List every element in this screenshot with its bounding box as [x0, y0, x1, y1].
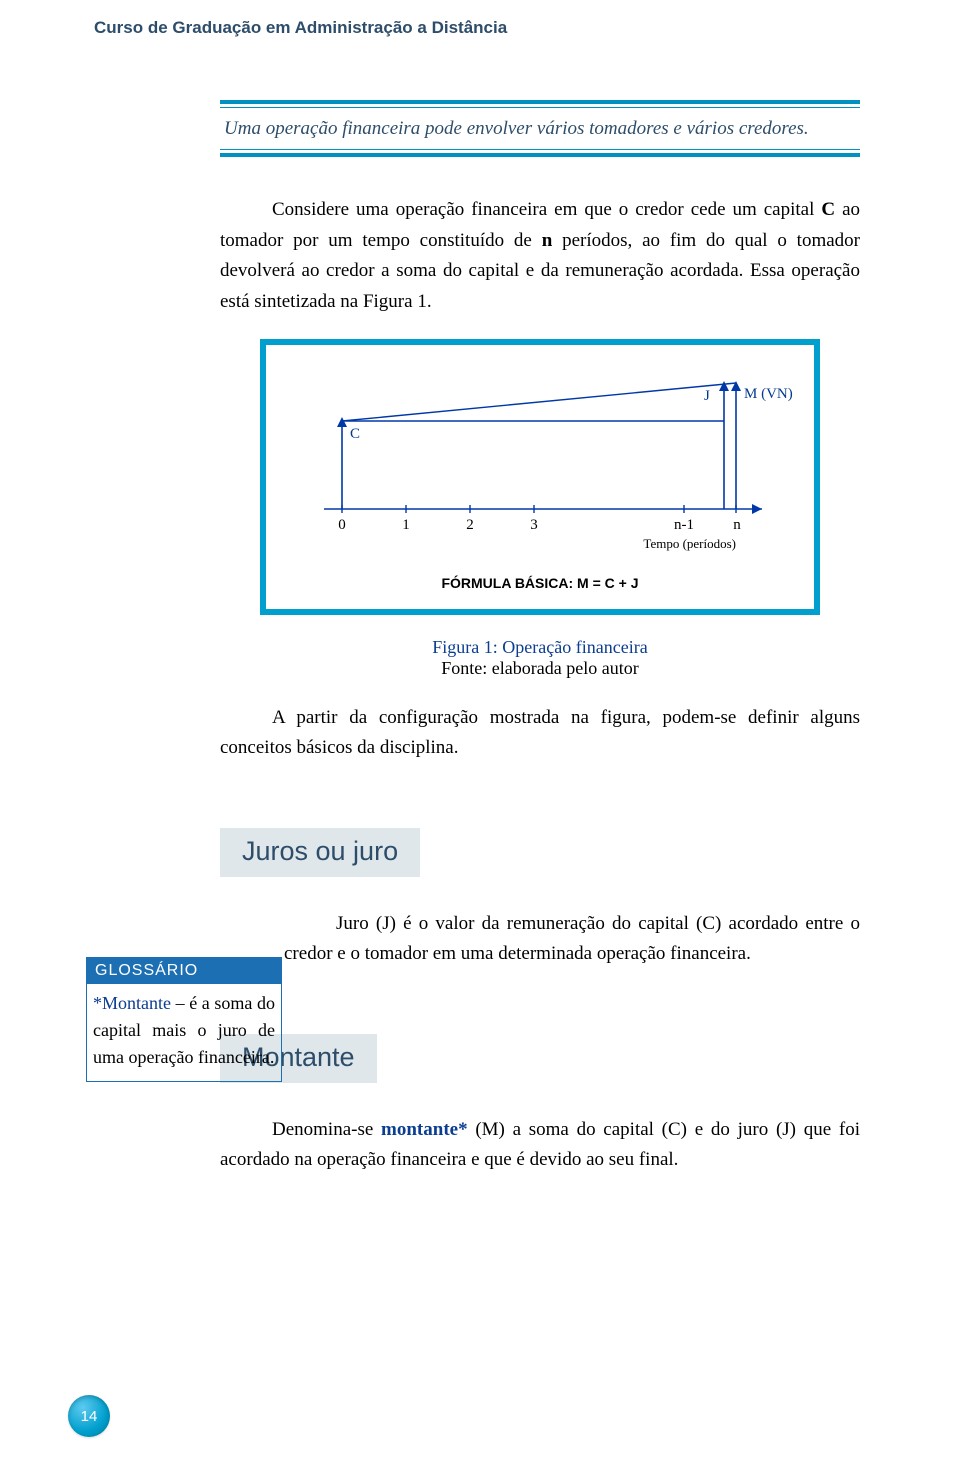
paragraph-2: A partir da configuração mostrada na fig…	[220, 703, 860, 764]
p1-a: Considere uma operação financeira em que…	[272, 199, 821, 220]
page-number: 14	[68, 1395, 110, 1437]
paragraph-montante: Denomina-se montante* (M) a soma do capi…	[220, 1115, 860, 1176]
p1-C: C	[821, 199, 835, 220]
glossary-term: *Montante	[93, 993, 171, 1013]
tick-1: 1	[391, 517, 421, 534]
page: Curso de Graduação em Administração a Di…	[0, 0, 960, 1459]
figure-box: C J M (VN) 0 1 2 3 n-1 n Tempo (períodos…	[260, 339, 820, 615]
glossary-body: *Montante – é a soma do capital mais o j…	[93, 990, 275, 1071]
glossary-row: GLOSSÁRIO *Montante – é a soma do capita…	[220, 909, 860, 970]
pm-kw: montante*	[381, 1119, 468, 1140]
tempo-label: Tempo (períodos)	[643, 536, 736, 552]
callout-text: Uma operação financeira pode envolver vá…	[224, 114, 848, 143]
p-juros-text: Juro (J) é o valor da remuneração do cap…	[284, 913, 860, 964]
figure-caption-source: Fonte: elaborada pelo autor	[220, 658, 860, 679]
label-M: M (VN)	[744, 387, 793, 402]
paragraph-intro: Considere uma operação financeira em que…	[220, 195, 860, 317]
glossary-title: GLOSSÁRIO	[87, 958, 281, 984]
label-C: C	[350, 427, 360, 442]
formula-label: FÓRMULA BÁSICA: M = C + J	[294, 575, 786, 591]
pm-a: Denomina-se	[272, 1119, 381, 1140]
content-column: Uma operação financeira pode envolver vá…	[220, 100, 860, 1175]
label-J: J	[704, 389, 710, 404]
callout-box: Uma operação financeira pode envolver vá…	[220, 100, 860, 157]
chart-area: C J M (VN) 0 1 2 3 n-1 n Tempo (períodos…	[294, 369, 794, 569]
tick-0: 0	[327, 517, 357, 534]
p2-text: A partir da configuração mostrada na fig…	[220, 707, 860, 758]
tick-3: 3	[519, 517, 549, 534]
figure-caption-title: Figura 1: Operação financeira	[220, 637, 860, 658]
section-title-juros: Juros ou juro	[220, 828, 420, 877]
tick-n1: n-1	[669, 517, 699, 534]
glossary-box: GLOSSÁRIO *Montante – é a soma do capita…	[86, 957, 282, 1082]
paragraph-juros: Juro (J) é o valor da remuneração do cap…	[284, 909, 860, 970]
course-header: Curso de Graduação em Administração a Di…	[94, 18, 870, 38]
figure-caption: Figura 1: Operação financeira Fonte: ela…	[220, 637, 860, 679]
p1-n: n	[542, 230, 553, 251]
tick-2: 2	[455, 517, 485, 534]
tick-n: n	[722, 517, 752, 534]
